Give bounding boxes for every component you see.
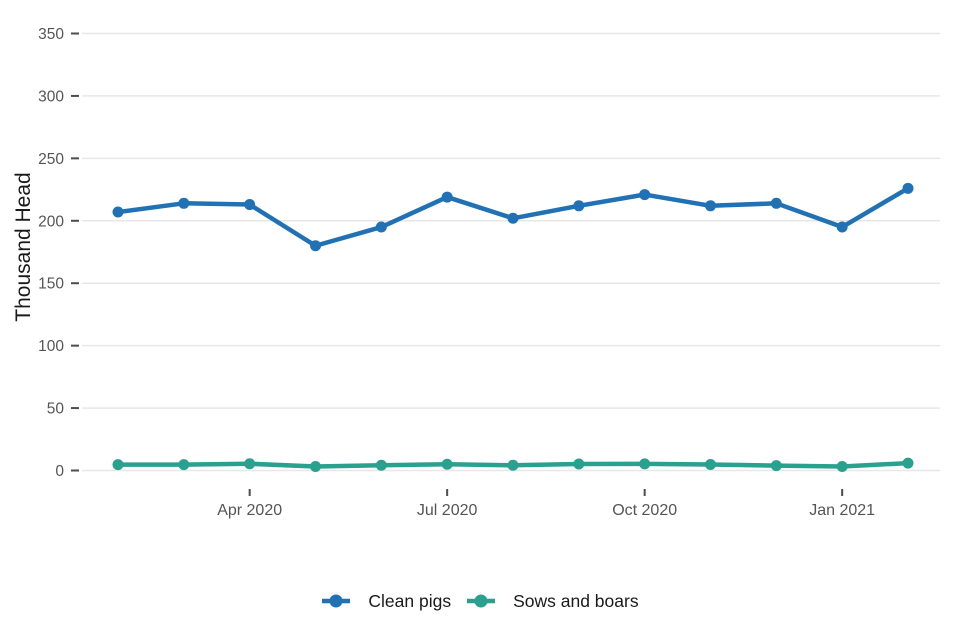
- data-point-clean-pigs: [770, 197, 782, 209]
- data-point-clean-pigs: [836, 221, 848, 233]
- y-tick-label: 150: [38, 276, 64, 293]
- y-tick-label: 50: [47, 401, 65, 418]
- data-point-sows-and-boars: [902, 457, 914, 469]
- data-point-clean-pigs: [178, 197, 190, 209]
- data-point-sows-and-boars: [375, 459, 387, 471]
- y-tick-label: 200: [38, 213, 64, 230]
- data-point-clean-pigs: [310, 240, 321, 252]
- legend-label-sows-and-boars: Sows and boars: [513, 590, 639, 611]
- clean-pigs-line-marker-icon: [322, 594, 351, 608]
- data-point-sows-and-boars: [310, 461, 321, 473]
- data-point-sows-and-boars: [244, 458, 256, 470]
- data-point-clean-pigs: [507, 212, 519, 224]
- data-point-clean-pigs: [639, 189, 651, 201]
- data-point-sows-and-boars: [705, 459, 716, 471]
- data-point-clean-pigs: [112, 206, 124, 218]
- y-tick-label: 300: [38, 88, 64, 105]
- data-point-sows-and-boars: [836, 461, 848, 473]
- y-tick-label: 250: [38, 151, 64, 168]
- data-point-sows-and-boars: [770, 460, 782, 472]
- legend-label-clean-pigs: Clean pigs: [368, 590, 452, 611]
- data-point-sows-and-boars: [112, 459, 124, 471]
- data-point-clean-pigs: [244, 199, 256, 211]
- data-point-sows-and-boars: [573, 458, 585, 470]
- legend-item-sows-and-boars: Sows and boars: [466, 591, 639, 612]
- y-axis-title: Thousand Head: [12, 172, 35, 322]
- data-point-sows-and-boars: [178, 459, 190, 471]
- data-point-clean-pigs: [573, 200, 585, 212]
- data-point-clean-pigs: [441, 191, 453, 203]
- data-point-sows-and-boars: [639, 458, 651, 470]
- x-tick-label: Oct 2020: [612, 502, 677, 519]
- legend-item-clean-pigs: Clean pigs: [321, 591, 451, 612]
- x-tick-label: Jul 2020: [417, 502, 478, 519]
- data-point-sows-and-boars: [507, 459, 519, 471]
- x-tick-label: Jan 2021: [809, 502, 875, 519]
- chart-legend: Clean pigs Sows and boars: [0, 585, 960, 617]
- x-tick-label: Apr 2020: [217, 502, 282, 519]
- y-tick-label: 100: [38, 338, 64, 355]
- sows-and-boars-line-marker-icon: [467, 594, 496, 608]
- data-point-sows-and-boars: [441, 458, 453, 470]
- data-point-clean-pigs: [902, 182, 914, 194]
- data-point-clean-pigs: [705, 200, 716, 212]
- y-tick-label: 350: [38, 26, 64, 43]
- data-point-clean-pigs: [375, 221, 387, 233]
- y-tick-label: 0: [55, 463, 64, 480]
